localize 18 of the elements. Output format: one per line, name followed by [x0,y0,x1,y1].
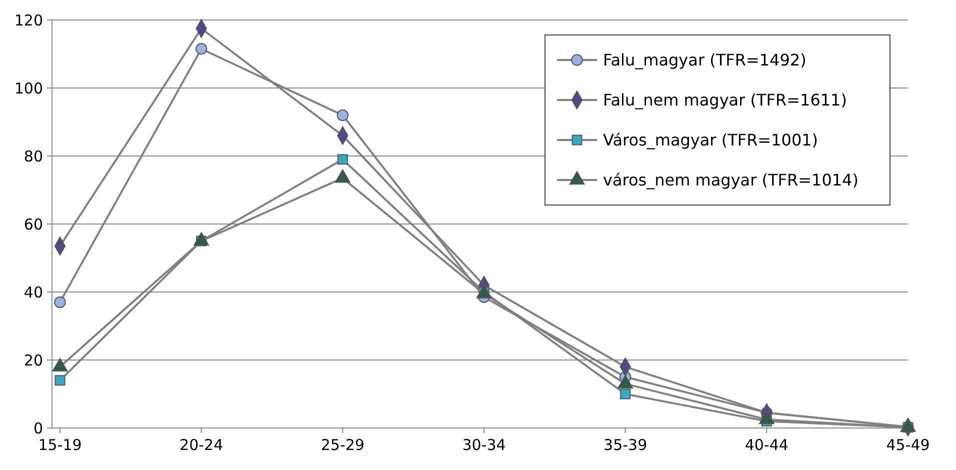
x-tick-label: 30-34 [462,436,506,454]
y-tick-label: 40 [24,283,43,302]
legend-label: Falu_magyar (TFR=1492) [603,50,806,70]
legend-label: Város_magyar (TFR=1001) [603,130,818,150]
y-tick-label: 60 [24,215,43,234]
x-tick-label: 40-44 [744,436,788,454]
y-tick-label: 120 [14,11,43,30]
legend-label: Falu_nem magyar (TFR=1611) [603,90,847,110]
legend-label: város_nem magyar (TFR=1014) [603,170,858,190]
y-tick-label: 100 [14,79,43,98]
x-tick-label: 45-49 [886,436,930,454]
y-tick-label: 80 [24,147,43,166]
y-tick-label: 20 [24,351,43,370]
y-tick-label: 0 [33,419,43,438]
x-tick-label: 35-39 [604,436,648,454]
x-tick-label: 20-24 [180,436,224,454]
x-tick-label: 15-19 [38,436,82,454]
x-tick-label: 25-29 [320,436,364,454]
